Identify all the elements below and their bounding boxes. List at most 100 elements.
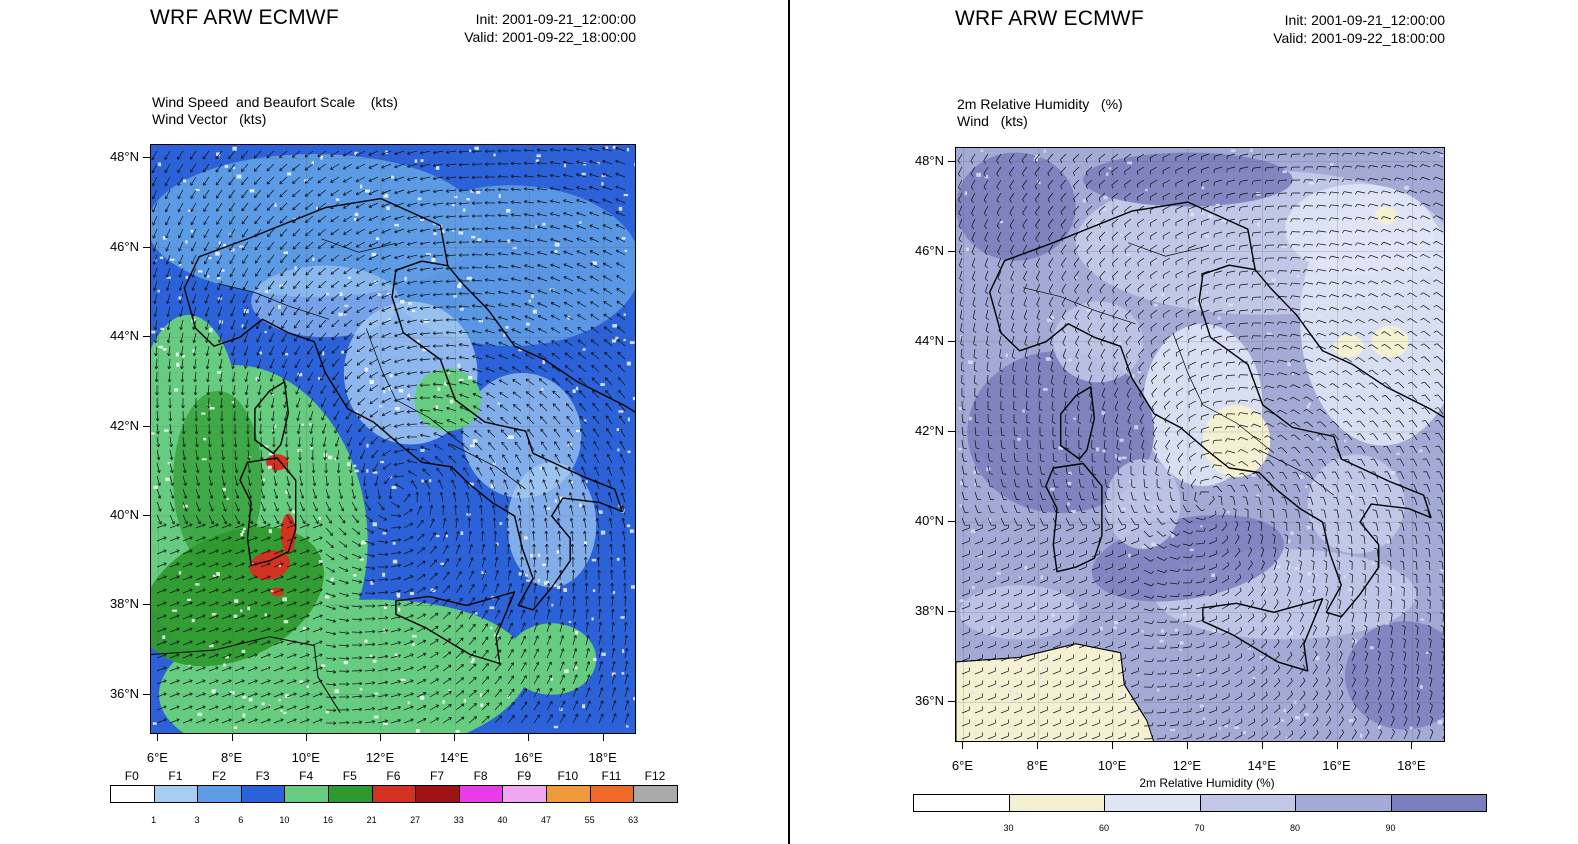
field-speckle	[225, 655, 229, 659]
field-speckle	[1194, 302, 1200, 306]
wind-vector-head	[317, 166, 321, 171]
wind-speed-map[interactable]	[150, 144, 636, 734]
wind-vector-head	[176, 627, 180, 631]
wind-vector	[241, 189, 249, 198]
wind-vector-head	[334, 430, 338, 434]
wind-vector-head	[228, 614, 232, 618]
field-speckle	[1291, 372, 1294, 376]
wind-vector-head	[561, 674, 565, 678]
humidity-map[interactable]	[955, 147, 1445, 742]
field-speckle	[1283, 708, 1287, 713]
wind-vector-head	[407, 493, 411, 498]
wind-vector-head	[435, 639, 439, 643]
wind-vector	[429, 599, 439, 607]
wind-vector-head	[153, 287, 157, 291]
field-speckle	[411, 642, 415, 646]
wind-vector	[268, 306, 275, 316]
wind-vector-head	[254, 247, 258, 251]
wind-vector-head	[368, 178, 372, 182]
wind-vector-head	[569, 505, 573, 509]
wind-vector-head	[422, 639, 427, 644]
wind-vector-head	[330, 245, 334, 249]
wind-vector-head	[407, 177, 411, 181]
wind-vector	[178, 228, 184, 239]
wind-vector-head	[293, 653, 297, 657]
wind-vector-head	[293, 705, 297, 709]
wind-vector-head	[269, 365, 273, 369]
wind-vector	[446, 357, 457, 360]
wind-vector-head	[510, 649, 514, 653]
field-speckle	[961, 617, 965, 620]
field-speckle	[971, 529, 976, 533]
field-speckle	[525, 574, 528, 577]
wind-vector-head	[510, 238, 515, 243]
wind-vector	[494, 662, 502, 672]
field-speckle	[217, 277, 221, 280]
wind-vector	[208, 588, 219, 594]
wind-vector-head	[549, 701, 553, 705]
wind-vector	[260, 501, 266, 512]
field-speckle	[370, 580, 374, 585]
wind-vector	[537, 162, 548, 165]
wind-vector-head	[280, 575, 284, 579]
wind-vector	[330, 150, 340, 157]
legend-category: F7	[429, 769, 444, 783]
wind-vector-head	[486, 405, 490, 409]
init-time: Init: 2001-09-21_12:00:00	[1284, 12, 1445, 28]
wind-vector-head	[372, 616, 376, 621]
wind-vector-head	[410, 588, 414, 592]
wind-vector	[485, 329, 496, 334]
wind-vector	[286, 514, 293, 524]
field-speckle	[160, 345, 163, 349]
wind-vector	[459, 176, 470, 179]
wind-vector	[266, 176, 275, 185]
wind-vector-head	[338, 483, 342, 487]
wind-vector	[377, 642, 388, 646]
wind-vector	[442, 611, 451, 620]
wind-vector	[192, 306, 197, 317]
wind-vector-head	[574, 687, 578, 691]
wind-vector	[394, 462, 405, 466]
wind-vector-head	[254, 260, 259, 264]
wind-vector	[343, 150, 353, 157]
wind-vector-head	[598, 608, 602, 612]
wind-vector	[1331, 178, 1340, 181]
field-speckle	[447, 371, 450, 374]
wind-vector	[550, 251, 561, 256]
wind-vector-head	[432, 215, 437, 220]
wind-vector	[343, 189, 353, 196]
wind-vector-head	[419, 408, 423, 413]
wind-vector-head	[372, 629, 376, 634]
wind-vector	[381, 228, 392, 234]
field-speckle	[1005, 353, 1008, 358]
wind-vector	[615, 198, 626, 204]
wind-barb	[1034, 199, 1038, 203]
wind-vector-head	[523, 187, 527, 191]
wind-vector	[590, 326, 600, 334]
wind-vector	[234, 436, 237, 447]
wind-vector	[533, 609, 538, 620]
legend-value: 33	[453, 815, 464, 825]
wind-vector	[1344, 178, 1353, 181]
wind-vector	[592, 390, 600, 399]
field-speckle	[1205, 399, 1209, 403]
wind-vector	[520, 714, 528, 724]
wind-vector-head	[576, 147, 580, 152]
wind-vector	[381, 371, 392, 377]
field-speckle	[1051, 613, 1055, 617]
field-speckle	[335, 198, 340, 201]
wind-vector-head	[163, 627, 167, 631]
wind-vector	[442, 651, 452, 659]
wind-vector-head	[381, 399, 386, 404]
wind-vector	[377, 617, 388, 620]
wind-vector	[1330, 152, 1340, 155]
wind-vector	[403, 666, 414, 672]
wind-vector	[293, 293, 301, 302]
wind-vector	[293, 319, 301, 329]
wind-vector-head	[359, 605, 363, 609]
field-speckle	[392, 541, 396, 545]
field-speckle	[285, 490, 288, 494]
wind-vector-head	[280, 627, 284, 631]
wind-vector-head	[612, 687, 617, 691]
wind-vector-head	[537, 276, 541, 281]
